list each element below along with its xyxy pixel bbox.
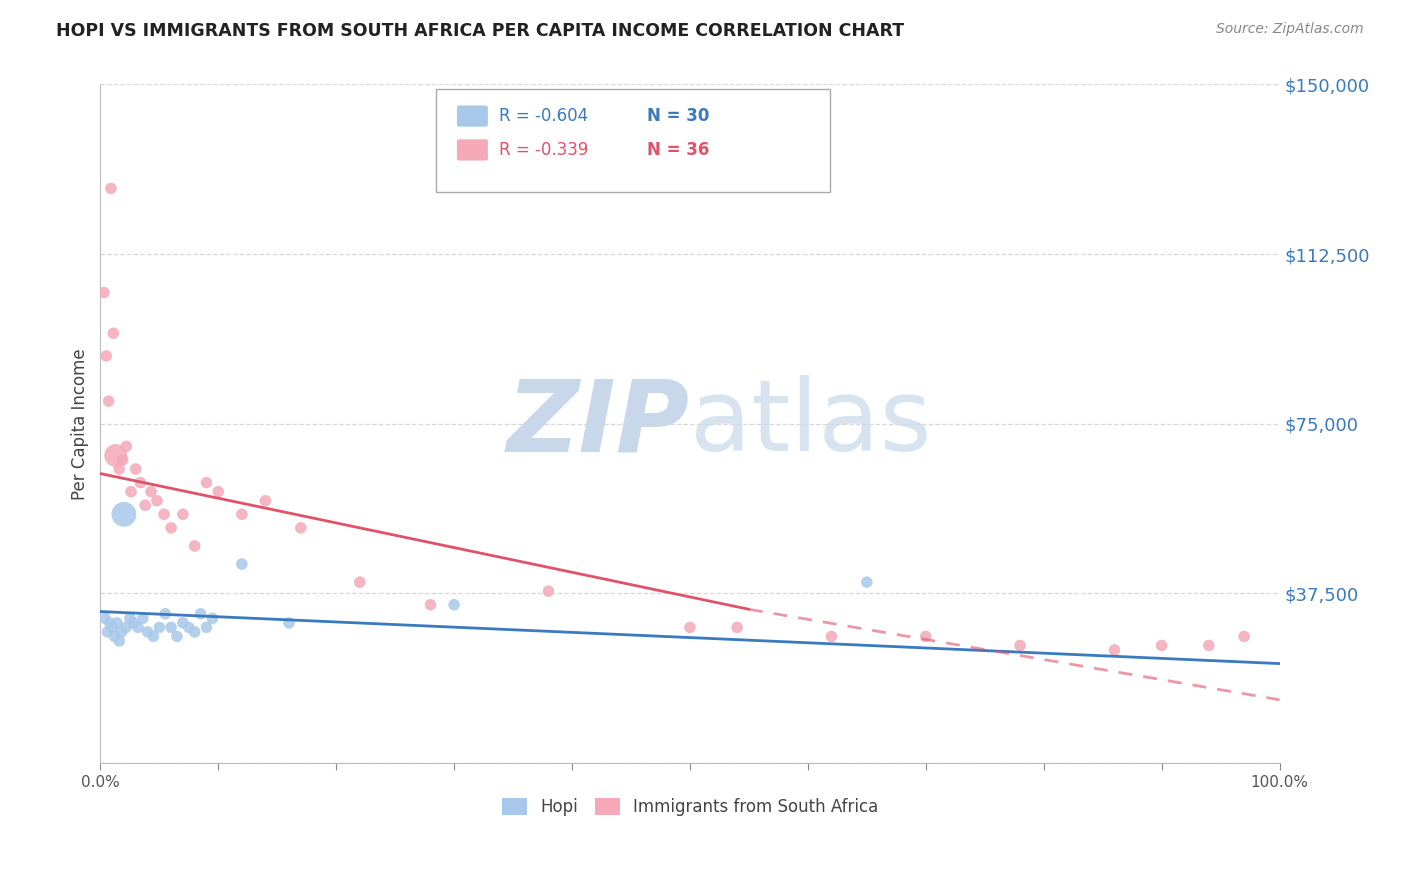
Point bbox=[122, 615, 145, 630]
Text: atlas: atlas bbox=[690, 376, 932, 472]
Legend: Hopi, Immigrants from South Africa: Hopi, Immigrants from South Africa bbox=[495, 791, 884, 822]
Point bbox=[914, 629, 936, 643]
Text: Source: ZipAtlas.com: Source: ZipAtlas.com bbox=[1216, 22, 1364, 37]
Point bbox=[103, 629, 125, 643]
Point bbox=[118, 611, 141, 625]
Point bbox=[127, 620, 149, 634]
Point bbox=[120, 484, 142, 499]
Point bbox=[108, 462, 131, 476]
Point bbox=[96, 624, 118, 639]
Point bbox=[201, 611, 224, 625]
Point bbox=[1233, 629, 1256, 643]
Point bbox=[1150, 639, 1173, 653]
Point bbox=[160, 521, 183, 535]
Point bbox=[103, 326, 125, 341]
Point bbox=[195, 475, 218, 490]
Point bbox=[110, 624, 132, 639]
Point bbox=[190, 607, 212, 621]
Point bbox=[115, 620, 138, 634]
Point bbox=[1198, 639, 1220, 653]
Point bbox=[96, 349, 118, 363]
Point bbox=[537, 584, 560, 599]
Point bbox=[254, 493, 277, 508]
Point bbox=[142, 629, 165, 643]
Point bbox=[172, 508, 194, 522]
Point bbox=[419, 598, 441, 612]
Point bbox=[136, 624, 159, 639]
Point bbox=[97, 394, 120, 409]
Text: N = 30: N = 30 bbox=[647, 107, 709, 125]
Point bbox=[207, 484, 229, 499]
Point bbox=[93, 285, 115, 300]
Point bbox=[183, 624, 205, 639]
Point bbox=[148, 620, 170, 634]
Point bbox=[195, 620, 218, 634]
Point bbox=[105, 615, 128, 630]
Point bbox=[160, 620, 183, 634]
Point bbox=[1010, 639, 1032, 653]
Point bbox=[155, 607, 177, 621]
Text: R = -0.339: R = -0.339 bbox=[499, 141, 589, 159]
Point bbox=[1104, 643, 1126, 657]
Point bbox=[231, 557, 253, 571]
Point bbox=[166, 629, 188, 643]
Point bbox=[183, 539, 205, 553]
Point bbox=[231, 508, 253, 522]
Point bbox=[172, 615, 194, 630]
Point bbox=[679, 620, 702, 634]
Point bbox=[125, 462, 148, 476]
Point bbox=[856, 575, 879, 590]
Text: ZIP: ZIP bbox=[508, 376, 690, 472]
Text: N = 36: N = 36 bbox=[647, 141, 709, 159]
Point bbox=[146, 493, 169, 508]
Point bbox=[278, 615, 301, 630]
Point bbox=[112, 508, 135, 522]
Y-axis label: Per Capita Income: Per Capita Income bbox=[72, 348, 89, 500]
Point bbox=[153, 508, 176, 522]
Text: HOPI VS IMMIGRANTS FROM SOUTH AFRICA PER CAPITA INCOME CORRELATION CHART: HOPI VS IMMIGRANTS FROM SOUTH AFRICA PER… bbox=[56, 22, 904, 40]
Point bbox=[443, 598, 465, 612]
Point bbox=[139, 484, 162, 499]
Point bbox=[100, 181, 122, 195]
Point bbox=[177, 620, 200, 634]
Point bbox=[104, 449, 127, 463]
Text: R = -0.604: R = -0.604 bbox=[499, 107, 588, 125]
Point bbox=[725, 620, 748, 634]
Point bbox=[111, 453, 134, 467]
Point bbox=[101, 620, 124, 634]
Point bbox=[820, 629, 842, 643]
Point bbox=[290, 521, 312, 535]
Point bbox=[129, 475, 152, 490]
Point bbox=[115, 439, 138, 453]
Point bbox=[134, 498, 156, 512]
Point bbox=[98, 615, 121, 630]
Point bbox=[94, 611, 117, 625]
Point bbox=[132, 611, 155, 625]
Point bbox=[349, 575, 371, 590]
Point bbox=[108, 634, 131, 648]
